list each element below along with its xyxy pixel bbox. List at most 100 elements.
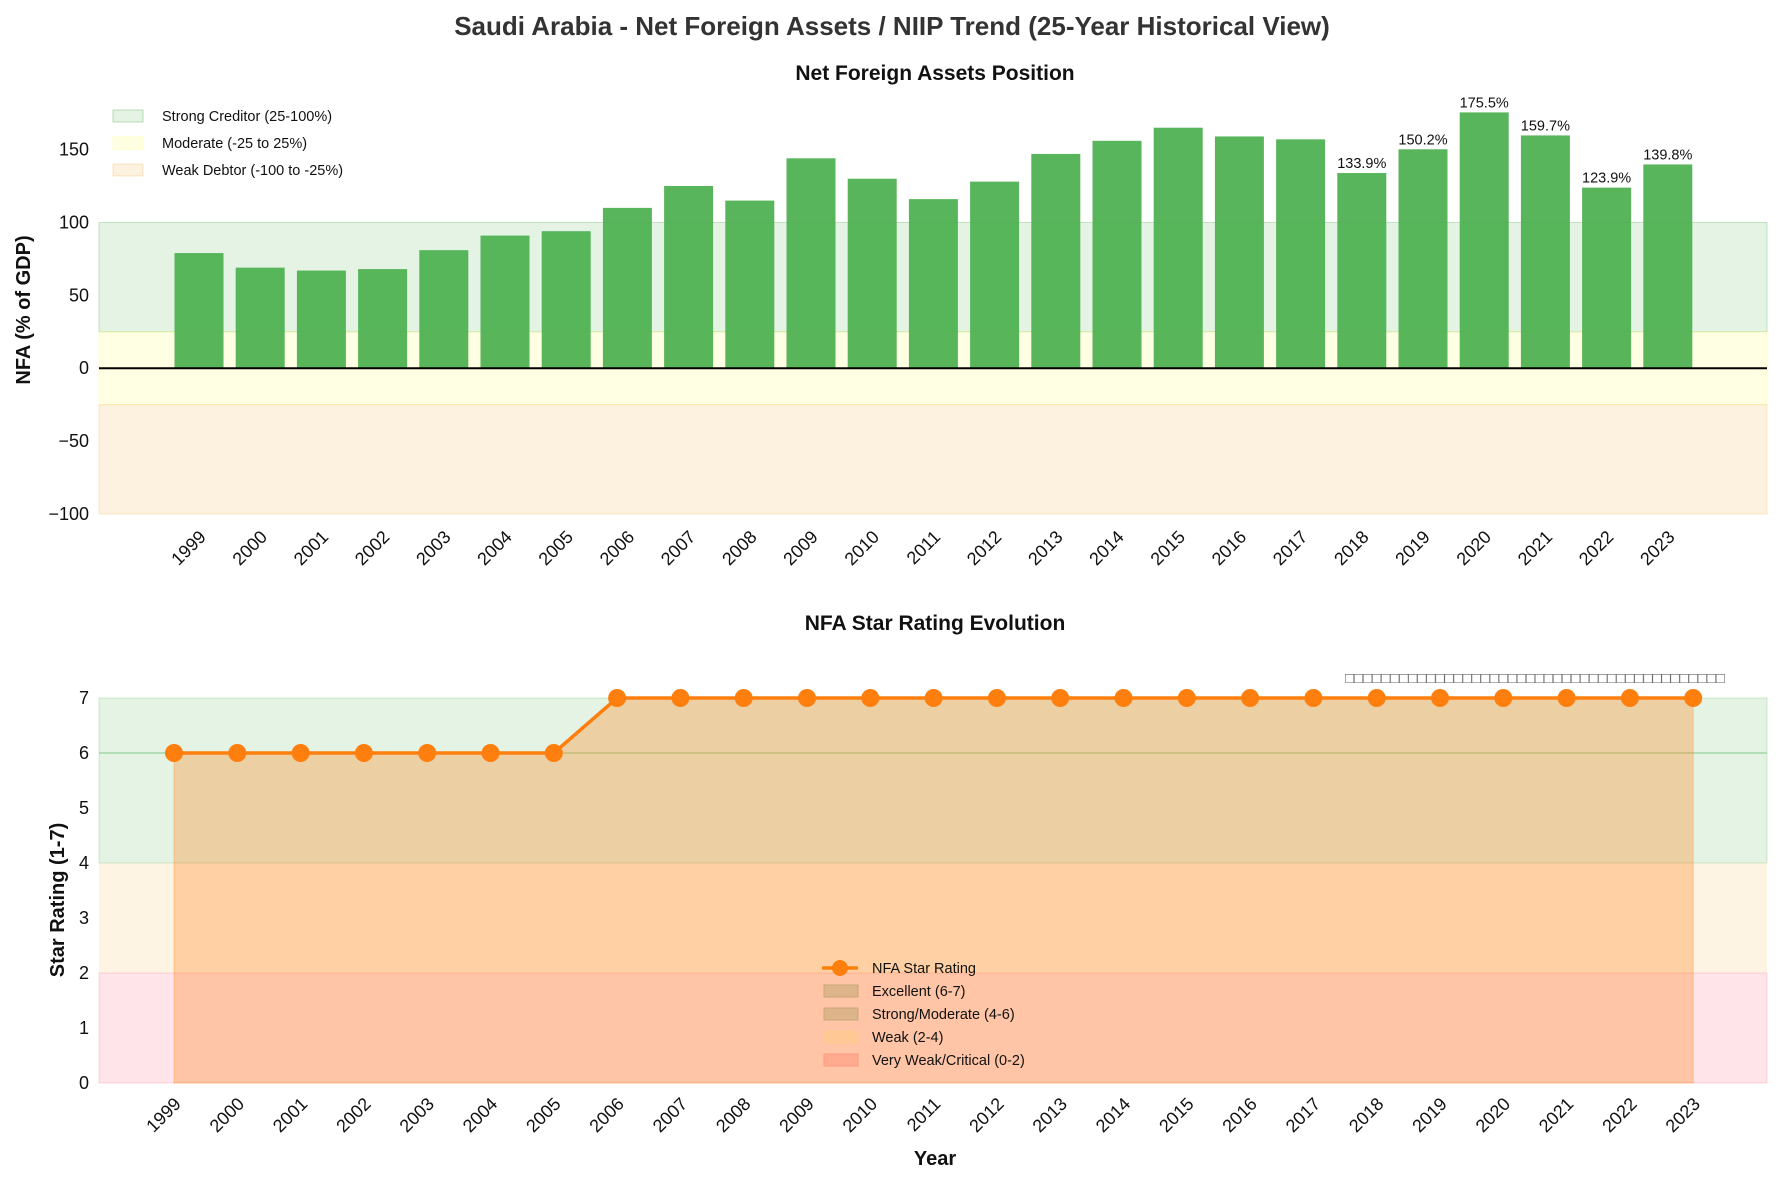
y-tick-3: 3 <box>79 908 89 928</box>
bar-2003 <box>419 250 469 369</box>
x-tick-2007: 2007 <box>657 527 699 569</box>
bar-1999 <box>174 253 224 369</box>
x-tick-2016: 2016 <box>1208 527 1250 569</box>
x-tick-2003: 2003 <box>396 1094 438 1136</box>
legend-label-3: Very Weak/Critical (0-2) <box>872 1053 1025 1069</box>
y-tick-100: 100 <box>59 212 89 232</box>
x-tick-2012: 2012 <box>965 1094 1007 1136</box>
y-tick-50: 50 <box>69 285 89 305</box>
x-tick-2021: 2021 <box>1514 527 1556 569</box>
x-tick-2004: 2004 <box>459 1094 501 1136</box>
star-annotation-2023: □□□□□□□ <box>1661 670 1724 687</box>
x-tick-2015: 2015 <box>1155 1094 1197 1136</box>
x-tick-2004: 2004 <box>473 527 515 569</box>
rating-point-2006 <box>608 689 627 707</box>
rating-point-2005 <box>544 744 563 762</box>
star-annotation-2021: □□□□□□□ <box>1535 670 1598 687</box>
bar-2016 <box>1214 136 1264 369</box>
rating-point-2011 <box>924 689 943 707</box>
rating-point-2019 <box>1431 689 1449 707</box>
x-tick-2009: 2009 <box>775 1094 817 1136</box>
legend-label-1: Strong/Moderate (4-6) <box>872 1007 1015 1023</box>
legend-swatch-2 <box>823 1030 859 1044</box>
y-tick-5: 5 <box>79 798 89 818</box>
line-chart-title: NFA Star Rating Evolution <box>805 612 1066 635</box>
legend-label-2: Weak Debtor (-100 to -25%) <box>162 163 343 179</box>
x-tick-2021: 2021 <box>1535 1094 1577 1136</box>
star-annotation-2018: □□□□□□□ <box>1345 670 1408 687</box>
rating-point-2021 <box>1557 689 1576 707</box>
y-tick-4: 4 <box>79 853 89 873</box>
bar-2005 <box>541 231 591 369</box>
bar-2018 <box>1337 173 1387 369</box>
legend-label-0: Excellent (6-7) <box>872 984 965 1000</box>
x-tick-2018: 2018 <box>1330 527 1372 569</box>
bar-chart-title: Net Foreign Assets Position <box>795 62 1074 85</box>
data-label-2020: 175.5% <box>1460 95 1509 111</box>
data-label-2021: 159.7% <box>1521 118 1570 134</box>
x-tick-2009: 2009 <box>779 527 821 569</box>
bar-2001 <box>296 270 346 369</box>
bar-2007 <box>664 186 714 369</box>
x-tick-1999: 1999 <box>167 527 209 569</box>
x-tick-2011: 2011 <box>903 527 945 569</box>
y-tick-0: 0 <box>79 358 89 378</box>
data-label-2022: 123.9% <box>1582 171 1631 187</box>
rating-point-2007 <box>671 689 690 707</box>
y-tick-6: 6 <box>79 743 89 763</box>
band-weak <box>99 863 1767 973</box>
star-annotation-2020: □□□□□□□ <box>1472 670 1535 687</box>
rating-point-2001 <box>291 744 310 762</box>
x-tick-2014: 2014 <box>1085 527 1127 569</box>
bar-2013 <box>1031 153 1081 369</box>
rating-point-2012 <box>987 689 1006 707</box>
rating-point-2004 <box>481 744 500 762</box>
data-label-2018: 133.9% <box>1337 156 1386 172</box>
x-tick-2005: 2005 <box>535 527 577 569</box>
line-chart-xlabel: Year <box>914 1148 956 1170</box>
rating-point-2023 <box>1684 689 1703 707</box>
x-tick-2006: 2006 <box>596 527 638 569</box>
bar-2021 <box>1520 135 1570 369</box>
x-tick-2010: 2010 <box>841 527 883 569</box>
line-chart-legend: NFA Star Rating Excellent (6-7) Strong/Mod… <box>822 960 1025 1069</box>
x-tick-2006: 2006 <box>585 1094 627 1136</box>
legend-swatch-2 <box>112 163 144 177</box>
y-tick--100: −100 <box>48 504 89 524</box>
x-tick-2022: 2022 <box>1598 1094 1640 1136</box>
rating-point-2014 <box>1114 689 1133 707</box>
x-tick-2011: 2011 <box>903 1094 945 1136</box>
bar-2019 <box>1398 149 1448 369</box>
legend-swatch-0 <box>112 109 144 123</box>
legend-swatch-0 <box>823 984 859 998</box>
x-tick-2012: 2012 <box>963 527 1005 569</box>
bar-2000 <box>235 267 285 369</box>
x-tick-2022: 2022 <box>1575 527 1617 569</box>
x-tick-2010: 2010 <box>839 1094 881 1136</box>
x-tick-2003: 2003 <box>412 527 454 569</box>
rating-point-2018 <box>1367 689 1386 707</box>
bar-chart-legend: Strong Creditor (25-100%) Moderate (-25 t… <box>112 109 343 179</box>
bar-2004 <box>480 235 530 369</box>
legend-label-1: Moderate (-25 to 25%) <box>162 136 307 152</box>
y-tick-0: 0 <box>79 1073 89 1093</box>
x-tick-2002: 2002 <box>332 1094 374 1136</box>
bar-2012 <box>970 181 1020 369</box>
legend-swatch-1 <box>823 1007 859 1021</box>
rating-point-1999 <box>165 744 183 762</box>
bar-2022 <box>1582 187 1632 369</box>
x-tick-2019: 2019 <box>1391 527 1433 569</box>
x-tick-2023: 2023 <box>1636 527 1678 569</box>
legend-label-series: NFA Star Rating <box>872 961 976 977</box>
rating-point-2000 <box>228 744 247 762</box>
x-tick-2016: 2016 <box>1218 1094 1260 1136</box>
rating-point-2009 <box>798 689 816 707</box>
band-excellent <box>98 697 1768 864</box>
x-tick-2005: 2005 <box>522 1094 564 1136</box>
bar-2002 <box>358 269 408 369</box>
rating-point-2017 <box>1304 689 1323 707</box>
rating-point-2013 <box>1051 689 1070 707</box>
rating-area <box>173 697 1694 1084</box>
rating-point-2020 <box>1494 689 1513 707</box>
